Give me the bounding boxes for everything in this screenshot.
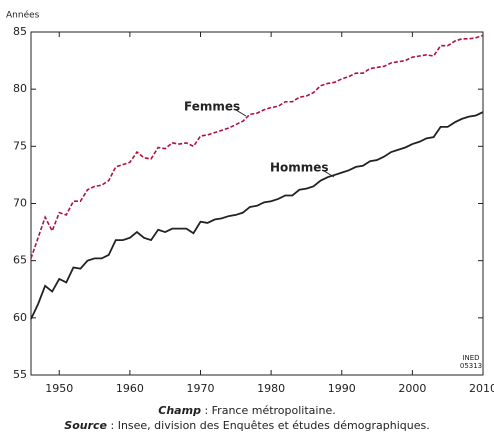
caption-text: : Insee, division des Enquêtes et études…: [107, 419, 430, 432]
caption-label: Source: [64, 419, 107, 432]
line-series: [30, 111, 484, 320]
x-tick-label: 2010: [469, 382, 494, 395]
y-tick-label: 55: [13, 368, 27, 381]
x-tick-label: 2000: [398, 382, 426, 395]
stamp: 05313: [460, 362, 482, 370]
series-label: Hommes: [270, 161, 329, 175]
x-tick-label: 1960: [116, 382, 144, 395]
y-axis-label: Années: [6, 10, 40, 21]
series-label: Femmes: [184, 100, 240, 114]
y-tick-label: 80: [13, 82, 27, 95]
plot-frame: [30, 31, 484, 376]
x-tick-label: 1990: [328, 382, 356, 395]
caption: Source : Insee, division des Enquêtes et…: [64, 419, 429, 432]
caption-text: : France métropolitaine.: [201, 404, 336, 417]
y-tick-label: 75: [13, 139, 27, 152]
y-tick-label: 65: [13, 254, 27, 267]
x-tick-label: 1950: [45, 382, 73, 395]
line-series: [30, 34, 484, 259]
leader-line: [235, 109, 247, 117]
caption-label: Champ: [158, 404, 201, 417]
y-tick-label: 70: [13, 197, 27, 210]
x-tick-label: 1970: [187, 382, 215, 395]
stamp: INED: [462, 354, 479, 362]
y-tick-label: 85: [13, 25, 27, 38]
y-tick-label: 60: [13, 311, 27, 324]
caption: Champ : France métropolitaine.: [158, 404, 335, 417]
x-tick-label: 1980: [257, 382, 285, 395]
